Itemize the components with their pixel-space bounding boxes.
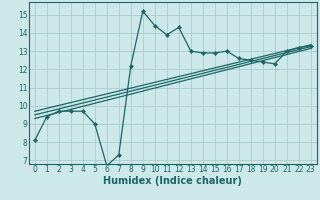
X-axis label: Humidex (Indice chaleur): Humidex (Indice chaleur) <box>103 176 242 186</box>
